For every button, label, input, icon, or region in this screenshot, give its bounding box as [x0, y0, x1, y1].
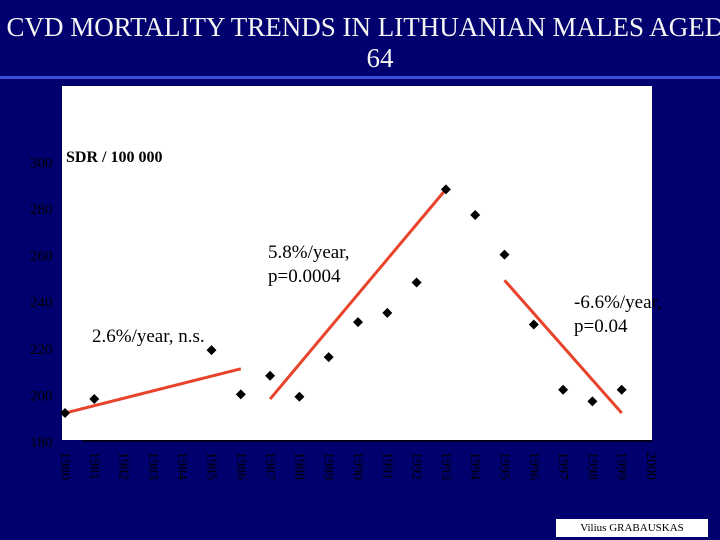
- trend-line: [268, 188, 448, 401]
- y-tick-label: 220: [30, 342, 53, 358]
- data-point: [294, 391, 305, 402]
- y-tick-label: 200: [30, 388, 53, 404]
- data-point: [60, 408, 70, 419]
- annotation-text: 2.6%/year, n.s.: [92, 326, 205, 347]
- author-credit: Vilius GRABAUSKAS: [556, 519, 708, 537]
- data-point: [353, 317, 363, 328]
- data-point: [206, 345, 217, 356]
- x-tick-label: 1985: [204, 452, 219, 480]
- slide-title: CVD MORTALITY TRENDS IN LITHUANIAN MALES…: [6, 12, 720, 73]
- x-tick-label: 1982: [116, 452, 131, 480]
- data-point: [528, 319, 539, 330]
- data-point: [265, 370, 276, 381]
- x-tick-label: 1994: [467, 452, 482, 480]
- trend-line: [503, 279, 623, 415]
- trend-line: [64, 367, 242, 415]
- data-point: [382, 307, 393, 318]
- x-tick-label: 1992: [409, 452, 424, 480]
- data-point: [616, 384, 627, 395]
- annotation-text: -6.6%/year,: [574, 292, 662, 313]
- plot-area: [62, 86, 652, 440]
- x-tick-label: 1986: [233, 452, 248, 480]
- data-point: [89, 394, 100, 405]
- data-point: [440, 184, 451, 195]
- annotation-text: 5.8%/year,: [268, 242, 350, 263]
- data-point: [235, 389, 246, 400]
- x-tick-label: 1990: [350, 452, 365, 480]
- annotations: 5.8%/year, p=0.0004 -6.6%/year, p=0.04 2.6%/…: [92, 242, 662, 347]
- data-point: [470, 209, 481, 220]
- data-points: [60, 184, 627, 419]
- x-tick-label: 1981: [86, 452, 101, 480]
- y-tick-label: 180: [30, 435, 53, 451]
- x-tick-label: 1995: [497, 452, 512, 480]
- y-tick-label: 300: [30, 155, 53, 171]
- x-tick-label: 1996: [526, 452, 541, 480]
- annotation-text: p=0.0004: [268, 266, 341, 287]
- data-point: [558, 384, 569, 395]
- y-axis-label: SDR / 100 000: [66, 149, 162, 166]
- x-tick-label: 1998: [584, 452, 599, 480]
- y-tick-label: 260: [30, 249, 53, 265]
- x-tick-label: 1991: [379, 452, 394, 480]
- x-tick-label: 1983: [145, 452, 160, 480]
- x-tick-label: 1997: [555, 452, 570, 480]
- title-divider: [0, 76, 720, 79]
- y-tick-label: 240: [30, 295, 53, 311]
- y-axis: 180 200 220 240 260 280 300 SDR / 100 000: [30, 149, 162, 451]
- data-point: [587, 396, 598, 407]
- x-tick-label: 1999: [614, 452, 629, 480]
- x-tick-label: 1984: [174, 452, 189, 480]
- x-tick-label: 1989: [321, 452, 336, 480]
- y-tick-label: 280: [30, 202, 53, 218]
- x-tick-label: 1987: [262, 452, 277, 480]
- x-tick-label: 1980: [57, 452, 72, 480]
- data-point: [323, 352, 334, 363]
- trend-lines: [64, 188, 623, 415]
- x-tick-label: 1993: [438, 452, 453, 480]
- x-axis: 1980 1981 1982 1983 1984 1985 1986 1987 1988 1989…: [57, 440, 658, 480]
- data-point: [499, 249, 510, 260]
- x-tick-label: 2000: [643, 452, 658, 480]
- data-point: [411, 277, 422, 288]
- annotation-text: p=0.04: [574, 316, 628, 337]
- x-tick-label: 1988: [291, 452, 306, 480]
